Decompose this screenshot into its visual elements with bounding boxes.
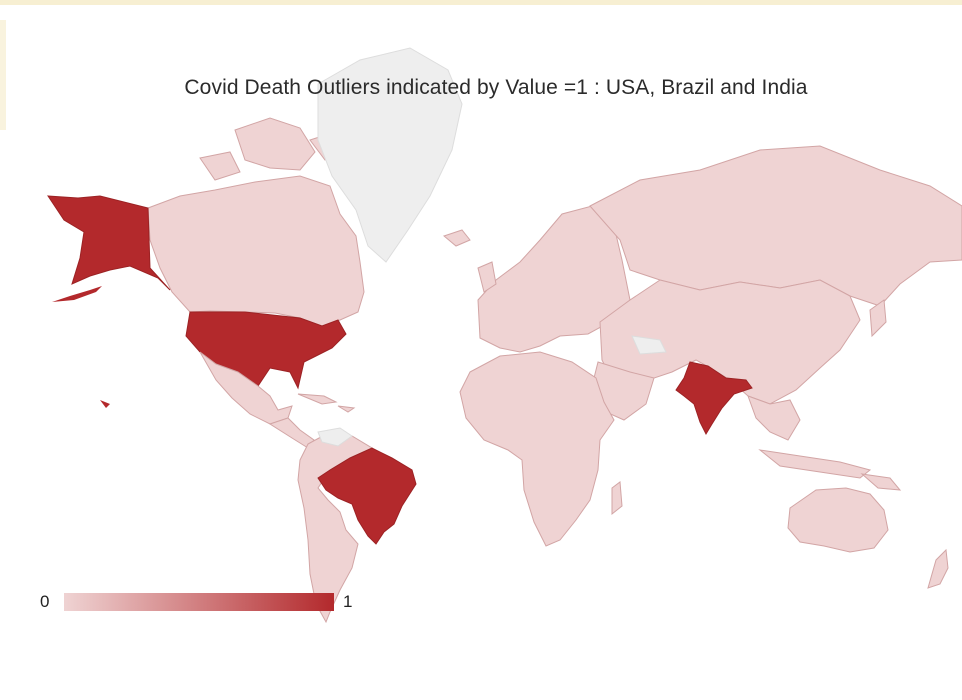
region-papua-new-guinea — [860, 473, 902, 491]
legend-gradient-bar — [64, 593, 334, 611]
region-new-zealand — [927, 548, 949, 589]
region-iceland — [442, 229, 471, 247]
region-venezuela-no-data — [317, 427, 353, 447]
region-hawaii — [100, 400, 110, 408]
country-brazil[interactable] — [317, 447, 417, 545]
region-africa[interactable] — [459, 351, 615, 547]
top-border-strip — [0, 0, 962, 5]
region-greenland — [317, 47, 463, 263]
region-madagascar — [611, 481, 623, 516]
region-southeast-asia[interactable] — [747, 395, 872, 479]
legend-max-label: 1 — [343, 592, 353, 611]
left-border-strip — [0, 20, 6, 130]
region-turkmenistan-no-data — [631, 335, 667, 355]
region-russia[interactable] — [589, 145, 962, 307]
region-central-america — [268, 417, 315, 449]
region-australia[interactable] — [787, 487, 889, 553]
map-title: Covid Death Outliers indicated by Value … — [184, 76, 808, 99]
region-caribbean — [297, 393, 356, 413]
country-usa-alaska[interactable] — [47, 195, 171, 291]
region-aleutians — [52, 286, 102, 302]
country-mexico[interactable] — [199, 351, 293, 425]
region-japan — [869, 299, 887, 338]
legend-min-label: 0 — [40, 592, 50, 611]
country-india[interactable] — [675, 361, 753, 436]
region-uk — [477, 261, 497, 293]
country-canada[interactable] — [147, 175, 365, 327]
